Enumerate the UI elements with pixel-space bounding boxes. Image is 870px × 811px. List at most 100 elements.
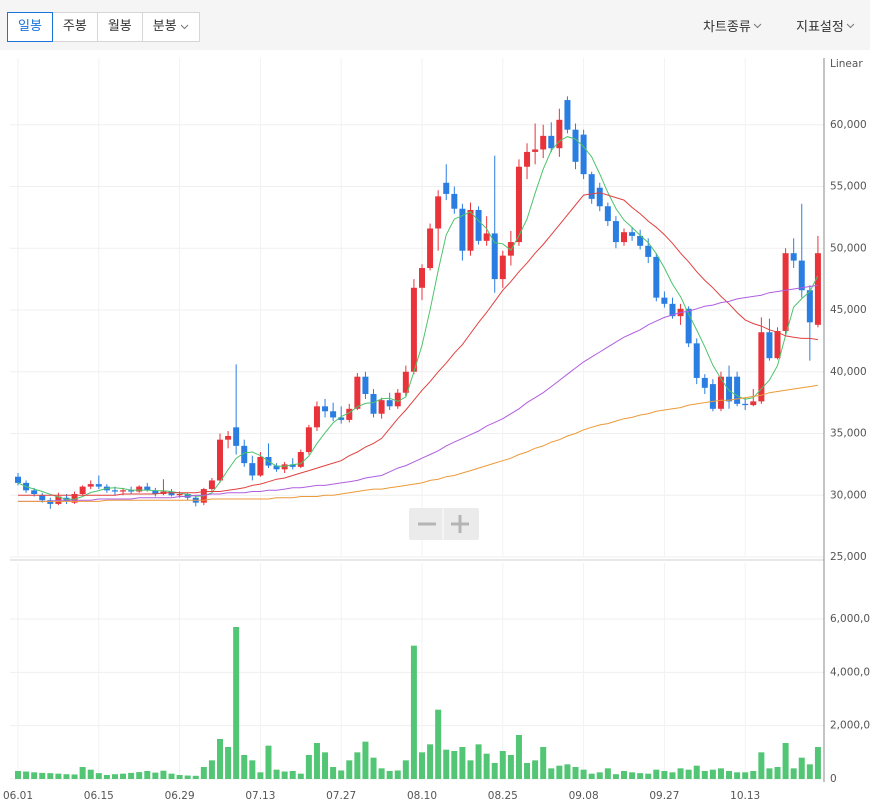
volume-bar bbox=[515, 735, 522, 779]
volume-bar bbox=[782, 743, 789, 779]
volume-bar bbox=[564, 764, 571, 779]
volume-bar bbox=[225, 747, 232, 779]
candle-body bbox=[701, 377, 708, 388]
candle-body bbox=[386, 400, 393, 407]
menu[interactable]: 지표설정 bbox=[796, 16, 855, 35]
candle-body bbox=[313, 406, 320, 428]
moving-average-line bbox=[17, 136, 819, 500]
volume-bar bbox=[459, 747, 466, 779]
candle-body bbox=[144, 486, 151, 491]
candle-body bbox=[233, 427, 240, 446]
candle-body bbox=[289, 464, 296, 467]
candle-body bbox=[176, 494, 183, 496]
x-tick-label: 08.25 bbox=[488, 790, 518, 802]
volume-bar bbox=[491, 763, 498, 779]
x-tick-label: 06.01 bbox=[3, 790, 33, 802]
candle-body bbox=[152, 490, 159, 495]
volume-bar bbox=[661, 771, 668, 779]
tab[interactable]: 월봉 bbox=[96, 12, 143, 42]
volume-bar bbox=[637, 773, 644, 779]
y-tick-label: 60,000 bbox=[830, 119, 867, 131]
candle-body bbox=[322, 406, 329, 412]
candle-body bbox=[111, 490, 118, 492]
tab[interactable]: 분봉 bbox=[141, 12, 200, 42]
volume-bar bbox=[79, 767, 86, 779]
candle-body bbox=[734, 376, 741, 404]
volume-bar bbox=[47, 773, 54, 779]
volume-bar bbox=[362, 741, 369, 779]
volume-bar bbox=[499, 751, 506, 779]
volume-bar bbox=[346, 760, 353, 779]
y-tick-label: 45,000 bbox=[830, 304, 867, 316]
candle-body bbox=[475, 209, 482, 241]
volume-bar bbox=[305, 755, 312, 779]
moving-average-line bbox=[18, 192, 818, 496]
candle-body bbox=[427, 228, 434, 269]
candle-body bbox=[31, 490, 38, 495]
chevron bbox=[753, 23, 762, 28]
candle-body bbox=[532, 149, 539, 152]
candle-body bbox=[709, 384, 716, 409]
candle-body bbox=[459, 208, 466, 251]
volume-bar bbox=[402, 760, 409, 779]
tab[interactable]: 일봉 bbox=[7, 12, 53, 42]
volume-bar bbox=[313, 743, 320, 779]
candle-body bbox=[507, 242, 514, 256]
volume-bar bbox=[95, 773, 102, 779]
volume-bar bbox=[790, 768, 797, 779]
menu[interactable]: 차트종류 bbox=[703, 16, 762, 35]
volume-bar bbox=[241, 755, 248, 779]
menu-label: 차트종류 bbox=[703, 20, 751, 35]
candle-body bbox=[451, 193, 458, 209]
volume-bar bbox=[63, 774, 70, 779]
volume-bar bbox=[419, 752, 425, 779]
volume-bar bbox=[572, 767, 579, 779]
candle-body bbox=[717, 376, 724, 409]
candle-body bbox=[524, 151, 531, 167]
volume-bar bbox=[507, 755, 514, 779]
volume-bar bbox=[621, 771, 627, 779]
volume-bar bbox=[427, 744, 434, 779]
candle-body bbox=[330, 411, 337, 418]
candle-body bbox=[208, 480, 215, 490]
volume-bar bbox=[39, 772, 46, 779]
volume-bar bbox=[281, 771, 288, 779]
volume-bar bbox=[249, 760, 256, 779]
candle-body bbox=[726, 376, 733, 402]
volume-bar bbox=[717, 768, 724, 779]
candle-body bbox=[354, 376, 361, 409]
volume-bar bbox=[726, 771, 733, 779]
candle-body bbox=[378, 400, 385, 414]
candle-body bbox=[273, 465, 280, 470]
period-tabs: 일봉 주봉 월봉 분봉 bbox=[7, 12, 200, 42]
candle-body bbox=[491, 233, 498, 280]
candle-body bbox=[136, 486, 143, 492]
candle-body bbox=[742, 403, 749, 406]
x-tick-label: 09.08 bbox=[569, 790, 599, 802]
chevron bbox=[180, 24, 189, 30]
candle-body bbox=[629, 232, 636, 236]
y-tick-label: 25,000 bbox=[830, 551, 867, 563]
volume-bar bbox=[71, 774, 78, 779]
candle-body bbox=[483, 233, 490, 241]
volume-bar bbox=[233, 627, 240, 779]
x-tick-label: 07.27 bbox=[326, 790, 356, 802]
candle-body bbox=[297, 452, 304, 467]
candle-body bbox=[305, 427, 312, 453]
candle-body bbox=[362, 376, 369, 394]
volume-bar bbox=[556, 765, 563, 779]
volume-bar bbox=[354, 752, 361, 779]
candle-body bbox=[419, 268, 425, 288]
tab-label: 분봉 bbox=[152, 19, 177, 34]
volume-bar bbox=[532, 760, 539, 779]
volume-bar bbox=[548, 768, 555, 779]
candle-body bbox=[120, 490, 127, 492]
chevron bbox=[846, 23, 855, 28]
volume-bar bbox=[338, 770, 345, 779]
candle-body bbox=[669, 303, 676, 317]
candle-body bbox=[47, 500, 54, 504]
candle-body bbox=[596, 187, 603, 207]
volume-bar bbox=[87, 769, 94, 779]
volume-bar bbox=[443, 749, 450, 779]
